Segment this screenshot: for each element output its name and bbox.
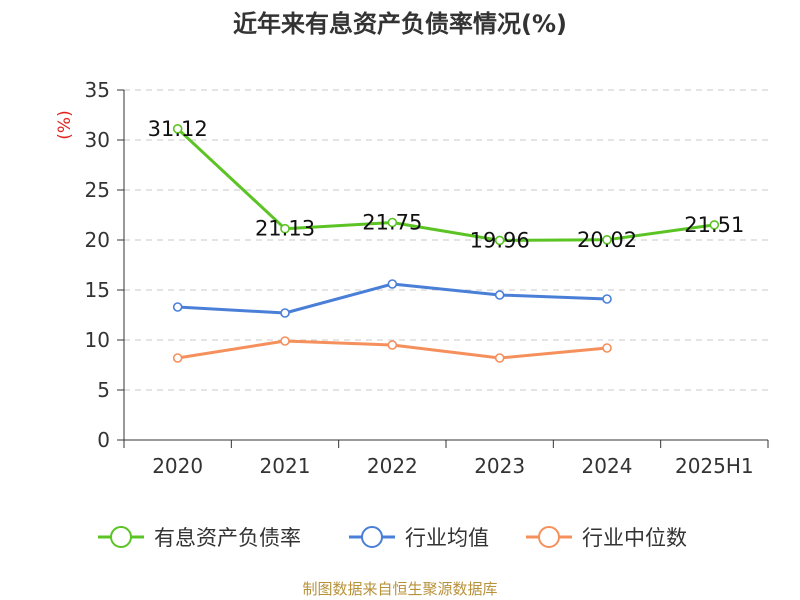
x-tick-label: 2021 <box>260 454 311 478</box>
legend-marker <box>110 526 132 548</box>
data-label: 19.96 <box>470 228 530 252</box>
series-line <box>176 127 715 242</box>
data-point <box>494 290 505 300</box>
data-point <box>280 223 290 234</box>
y-tick-label: 0 <box>97 428 110 452</box>
data-label: 21.75 <box>362 211 422 235</box>
data-point <box>172 124 183 134</box>
data-point <box>172 302 183 312</box>
x-tick-label: 2022 <box>367 454 418 478</box>
data-point <box>280 336 290 346</box>
data-point <box>602 343 612 353</box>
y-tick-label: 5 <box>97 378 110 402</box>
chart-title: 近年来有息资产负债率情况(%) <box>233 10 567 38</box>
y-tick-label: 20 <box>85 228 110 252</box>
data-label: 20.02 <box>577 228 637 252</box>
x-tick-label: 2024 <box>582 454 633 478</box>
y-tick-label: 10 <box>85 328 110 352</box>
legend-label: 有息资产负债率 <box>154 526 301 550</box>
data-label: 31.12 <box>148 117 208 141</box>
data-point <box>494 353 505 363</box>
source-note: 制图数据来自恒生聚源数据库 <box>302 580 498 598</box>
y-tick-label: 25 <box>85 178 110 202</box>
legend-marker <box>361 526 383 548</box>
x-tick-label: 2025H1 <box>675 454 754 478</box>
legend-label: 行业均值 <box>405 526 489 550</box>
data-label: 21.13 <box>255 217 315 241</box>
legend-marker <box>538 526 560 548</box>
data-point <box>280 308 290 318</box>
x-tick-label: 2023 <box>474 454 525 478</box>
data-point <box>387 340 398 350</box>
data-point <box>602 294 612 304</box>
y-tick-label: 35 <box>85 78 110 102</box>
data-point <box>387 217 398 228</box>
y-tick-label: 15 <box>85 278 110 302</box>
y-axis-label: (%) <box>55 110 75 139</box>
legend-label: 行业中位数 <box>582 526 687 550</box>
y-tick-label: 30 <box>85 128 110 152</box>
data-label: 21.51 <box>684 213 744 237</box>
data-point <box>172 353 183 363</box>
data-point <box>709 220 720 230</box>
data-point <box>602 235 612 245</box>
x-tick-label: 2020 <box>152 454 203 478</box>
data-point <box>494 235 505 246</box>
data-point <box>387 279 398 289</box>
